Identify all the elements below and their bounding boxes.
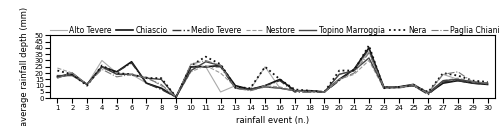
X-axis label: rainfall event (n.): rainfall event (n.) xyxy=(236,116,309,125)
Y-axis label: average rainfall depth (mm): average rainfall depth (mm) xyxy=(20,7,29,126)
Legend: Alto Tevere, Chiascio, Medio Tevere, Nestore, Topino Marroggia, Nera, Paglia Chi: Alto Tevere, Chiascio, Medio Tevere, Nes… xyxy=(50,26,500,35)
